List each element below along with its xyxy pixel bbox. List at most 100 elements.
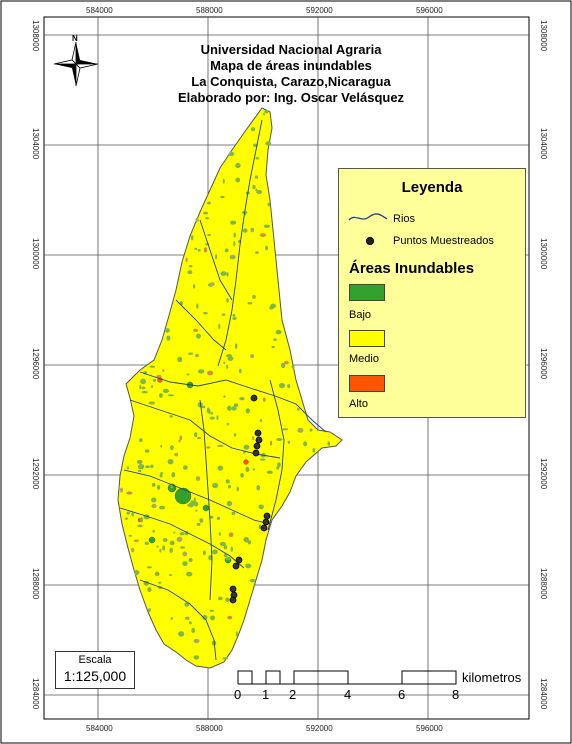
river-line bbox=[119, 507, 245, 569]
y-tick-right: 1308000 bbox=[539, 20, 548, 52]
texture-patch bbox=[152, 529, 155, 533]
x-tick-top: 588000 bbox=[196, 6, 223, 15]
y-tick-right: 1288000 bbox=[539, 568, 548, 600]
texture-patch bbox=[151, 503, 157, 509]
texture-patch bbox=[235, 162, 241, 169]
texture-patch bbox=[185, 257, 188, 263]
texture-patch bbox=[280, 362, 286, 369]
texture-patch bbox=[252, 468, 256, 471]
texture-patch bbox=[218, 323, 221, 330]
texture-patch bbox=[254, 175, 259, 179]
texture-patch bbox=[220, 195, 225, 199]
scale-unit-label: kilometros bbox=[462, 670, 522, 685]
texture-patch bbox=[222, 178, 225, 184]
texture-patch bbox=[203, 312, 208, 315]
texture-patch bbox=[148, 401, 155, 405]
texture-patch bbox=[217, 465, 224, 471]
river-line bbox=[217, 119, 263, 367]
texture-patch bbox=[128, 534, 132, 537]
y-tick-right: 1296000 bbox=[539, 348, 548, 380]
scale-bar-label: 4 bbox=[344, 687, 352, 702]
scale-bar-label: 0 bbox=[234, 687, 242, 702]
texture-patch bbox=[173, 531, 176, 534]
texture-patch bbox=[147, 608, 151, 613]
texture-patch bbox=[232, 314, 236, 317]
texture-patch bbox=[195, 353, 200, 358]
river-line bbox=[139, 371, 327, 433]
texture-patch bbox=[159, 505, 166, 510]
texture-patch bbox=[245, 408, 251, 414]
texture-patch bbox=[267, 202, 271, 207]
texture-patch bbox=[226, 364, 229, 369]
texture-patch bbox=[145, 465, 150, 469]
texture-patch bbox=[251, 436, 255, 441]
texture-patch bbox=[193, 328, 198, 332]
y-tick-left: 1284000 bbox=[31, 678, 40, 710]
texture-patch bbox=[252, 184, 256, 190]
texture-patch bbox=[259, 418, 262, 423]
texture-patch bbox=[195, 217, 199, 222]
rivers-legend-label: Rios bbox=[393, 213, 416, 225]
texture-patch bbox=[230, 255, 234, 258]
texture-patch bbox=[228, 151, 235, 157]
texture-patch bbox=[195, 509, 198, 512]
sample-point bbox=[235, 556, 243, 564]
scale-bar bbox=[237, 670, 457, 685]
texture-patch bbox=[273, 338, 277, 341]
y-tick-right: 1300000 bbox=[539, 238, 548, 270]
texture-patch bbox=[215, 254, 218, 260]
texture-patch bbox=[235, 177, 241, 183]
texture-patch bbox=[190, 235, 194, 241]
map-title-line: Universidad Nacional Agraria bbox=[200, 42, 382, 57]
texture-patch bbox=[196, 303, 199, 309]
x-tick-bottom: 596000 bbox=[416, 724, 443, 733]
texture-patch bbox=[231, 406, 237, 411]
texture-patch bbox=[209, 282, 215, 287]
texture-patch bbox=[139, 517, 144, 523]
texture-patch bbox=[164, 328, 170, 333]
texture-patch bbox=[160, 472, 164, 475]
texture-patch bbox=[147, 587, 152, 593]
texture-patch bbox=[150, 385, 154, 389]
texture-patch bbox=[146, 566, 152, 569]
north-arrow bbox=[53, 41, 99, 87]
texture-patch bbox=[156, 374, 162, 378]
texture-patch bbox=[222, 657, 229, 660]
texture-patch bbox=[256, 485, 261, 491]
texture-patch bbox=[188, 352, 194, 355]
texture-patch bbox=[262, 112, 266, 116]
texture-patch bbox=[150, 464, 154, 469]
texture-patch bbox=[242, 228, 248, 233]
texture-patch bbox=[131, 512, 134, 517]
texture-patch bbox=[263, 224, 271, 228]
texture-patch bbox=[136, 459, 143, 465]
river-line bbox=[139, 579, 217, 661]
texture-patch bbox=[188, 502, 194, 508]
texture-patch bbox=[178, 439, 181, 443]
legend-label-bajo: Bajo bbox=[349, 309, 372, 321]
texture-patch bbox=[203, 247, 208, 253]
texture-patch bbox=[218, 532, 221, 536]
texture-patch bbox=[234, 343, 238, 349]
texture-patch bbox=[226, 272, 229, 277]
texture-patch bbox=[151, 482, 156, 487]
texture-patch bbox=[169, 540, 175, 546]
rivers bbox=[119, 119, 327, 661]
texture-patch bbox=[184, 602, 190, 607]
texture-patch bbox=[296, 408, 300, 411]
texture-patch bbox=[275, 329, 282, 335]
texture-patch bbox=[202, 550, 206, 556]
texture-patch bbox=[179, 435, 183, 441]
river-line bbox=[123, 469, 271, 525]
texture-patch bbox=[224, 248, 229, 253]
texture-patch bbox=[243, 444, 250, 450]
texture-patch bbox=[226, 298, 229, 303]
sample-point bbox=[252, 449, 260, 457]
texture-patch bbox=[186, 571, 193, 577]
texture-patch bbox=[159, 393, 163, 398]
texture-patch bbox=[202, 614, 208, 620]
y-tick-left: 1292000 bbox=[31, 458, 40, 490]
texture-patch bbox=[182, 551, 188, 557]
texture-patch bbox=[225, 556, 231, 561]
sample-point bbox=[263, 512, 271, 520]
